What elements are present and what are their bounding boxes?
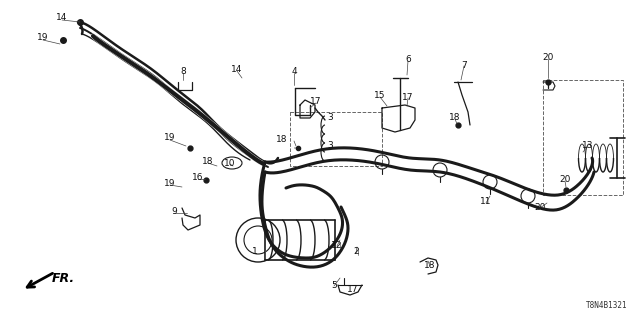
Text: 12: 12 bbox=[332, 241, 342, 250]
Text: 3: 3 bbox=[327, 113, 333, 122]
Text: 16: 16 bbox=[192, 173, 204, 182]
Text: 4: 4 bbox=[291, 68, 297, 76]
Text: 3: 3 bbox=[327, 140, 333, 149]
Text: 19: 19 bbox=[37, 34, 49, 43]
Text: 13: 13 bbox=[582, 140, 594, 149]
Bar bbox=[290, 112, 382, 166]
Text: 2: 2 bbox=[353, 247, 359, 257]
Text: 18: 18 bbox=[424, 260, 436, 269]
Text: 19: 19 bbox=[164, 133, 176, 142]
Text: 10: 10 bbox=[224, 158, 236, 167]
Text: 17: 17 bbox=[403, 92, 413, 101]
Text: 20: 20 bbox=[542, 53, 554, 62]
Text: 6: 6 bbox=[405, 55, 411, 65]
Text: 17: 17 bbox=[310, 98, 322, 107]
Text: 7: 7 bbox=[461, 60, 467, 69]
Text: 18: 18 bbox=[276, 135, 288, 145]
Text: 9: 9 bbox=[171, 207, 177, 217]
Text: 15: 15 bbox=[374, 92, 386, 100]
Text: 14: 14 bbox=[56, 13, 68, 22]
Text: FR.: FR. bbox=[52, 271, 75, 284]
Text: 20: 20 bbox=[534, 203, 546, 212]
Text: 14: 14 bbox=[231, 66, 243, 75]
Bar bbox=[543, 80, 623, 195]
Text: 18: 18 bbox=[449, 114, 461, 123]
Text: T8N4B1321: T8N4B1321 bbox=[586, 301, 628, 310]
Text: 1: 1 bbox=[252, 247, 258, 257]
Text: 8: 8 bbox=[180, 68, 186, 76]
Text: 20: 20 bbox=[559, 175, 571, 185]
Text: 17: 17 bbox=[348, 284, 359, 293]
Text: 19: 19 bbox=[164, 179, 176, 188]
Text: 5: 5 bbox=[331, 281, 337, 290]
Text: 11: 11 bbox=[480, 197, 492, 206]
Text: 18: 18 bbox=[202, 157, 214, 166]
